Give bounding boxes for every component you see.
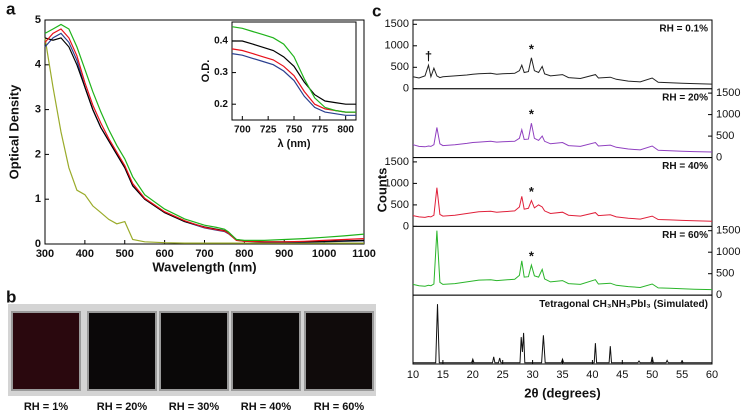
peak-marker: * (529, 41, 535, 56)
x-tick-label: 500 (116, 248, 134, 260)
film-label: RH = 60% (314, 401, 365, 413)
y-tick-label: 5 (35, 14, 41, 26)
film-photo (87, 311, 157, 391)
y-tick-label: 0 (716, 289, 722, 301)
subplot-label: RH = 60% (662, 230, 708, 241)
y-tick-label: 1000 (385, 177, 409, 189)
y-tick-label: 3 (35, 104, 41, 116)
series-line (231, 26, 356, 113)
x-tick-label: 35 (556, 369, 568, 381)
x-tick-label: 50 (646, 369, 658, 381)
y-tick-label: 1000 (385, 40, 409, 52)
film-label: RH = 30% (169, 401, 220, 413)
x-tick-label: 800 (235, 248, 253, 260)
x-tick-label: 400 (76, 248, 94, 260)
film-photo (231, 311, 301, 391)
y-tick-label: 0 (35, 238, 41, 250)
y-tick-label: 1500 (716, 225, 740, 237)
y-tick-label: 1500 (716, 87, 740, 99)
x-tick-label: 300 (36, 248, 54, 260)
subplot-frame (412, 19, 713, 90)
x-tick-label: 25 (497, 369, 509, 381)
x-tick-label: 900 (275, 248, 293, 260)
x-tick-label: 40 (586, 369, 598, 381)
peak-marker: † (425, 49, 432, 64)
x-tick-label: 15 (437, 369, 449, 381)
x-axis-label: 2θ (degrees) (524, 385, 600, 400)
y-tick-label: 1500 (385, 18, 409, 30)
y-axis-label: Optical Density (6, 84, 21, 179)
film-label: RH = 20% (97, 401, 148, 413)
peak-marker: * (529, 249, 535, 264)
y-tick-label: 0 (403, 220, 409, 232)
y-tick-label: 0 (403, 83, 409, 95)
x-tick-label: 30 (526, 369, 538, 381)
x-axis-label: Wavelength (nm) (152, 259, 256, 274)
x-tick-label: 1000 (312, 248, 336, 260)
subplot-label: RH = 40% (662, 161, 708, 172)
y-axis-label: Counts (374, 168, 389, 213)
series-line (231, 53, 356, 116)
y-tick-label: 500 (716, 130, 734, 142)
subplot-frame (412, 225, 713, 296)
x-tick-label: 20 (467, 369, 479, 381)
x-tick-label: 725 (260, 125, 277, 136)
xrd-trace (412, 230, 713, 291)
y-tick-label: 0.2 (214, 99, 228, 110)
film-photo (11, 311, 81, 391)
y-tick-label: 1000 (716, 109, 740, 121)
y-tick-label: 0 (716, 152, 722, 164)
xrd-trace (412, 123, 713, 153)
panel-label: c (372, 1, 381, 20)
x-tick-label: 600 (155, 248, 173, 260)
y-tick-label: 4 (35, 59, 42, 71)
y-tick-label: 1500 (385, 156, 409, 168)
subplot-frame (412, 294, 713, 365)
film-label: RH = 1% (24, 401, 69, 413)
panel-label: a (6, 0, 16, 18)
subplot-frame (412, 88, 713, 159)
xrd-trace (412, 187, 713, 222)
x-axis-label: λ (nm) (278, 138, 311, 150)
subplot-label: Tetragonal CH₃NH₃PbI₃ (Simulated) (539, 299, 708, 310)
x-tick-label: 800 (337, 125, 354, 136)
x-tick-label: 700 (195, 248, 213, 260)
subplot-frame (412, 157, 713, 227)
series-line (44, 37, 364, 244)
y-tick-label: 2 (35, 148, 41, 160)
x-tick-label: 60 (706, 369, 718, 381)
peak-marker: * (529, 184, 535, 199)
series-line (232, 40, 356, 105)
y-axis-label: O.D. (200, 60, 212, 83)
y-tick-label: 0.3 (214, 67, 228, 78)
x-tick-label: 775 (311, 125, 328, 136)
panel-label: b (6, 287, 16, 306)
y-tick-label: 0.4 (214, 36, 228, 47)
film-photo (159, 311, 229, 391)
y-tick-label: 500 (716, 268, 734, 280)
y-tick-label: 500 (391, 61, 409, 73)
x-tick-label: 750 (286, 125, 303, 136)
subplot-label: RH = 0.1% (659, 24, 708, 35)
x-tick-label: 1100 (352, 248, 376, 260)
film-photo (304, 311, 374, 391)
y-tick-label: 1 (35, 193, 41, 205)
series-line (44, 23, 365, 241)
y-tick-label: 1000 (716, 246, 740, 258)
plot-frame (231, 21, 357, 121)
subplot-label: RH = 20% (662, 92, 708, 103)
x-tick-label: 55 (676, 369, 688, 381)
film-label: RH = 40% (241, 401, 292, 413)
x-tick-label: 700 (234, 125, 251, 136)
xrd-trace (413, 304, 712, 364)
series-line (44, 28, 365, 243)
peak-marker: * (529, 107, 535, 122)
xrd-trace (412, 57, 713, 85)
x-tick-label: 45 (616, 369, 628, 381)
y-tick-label: 500 (391, 199, 409, 211)
x-tick-label: 10 (407, 369, 419, 381)
